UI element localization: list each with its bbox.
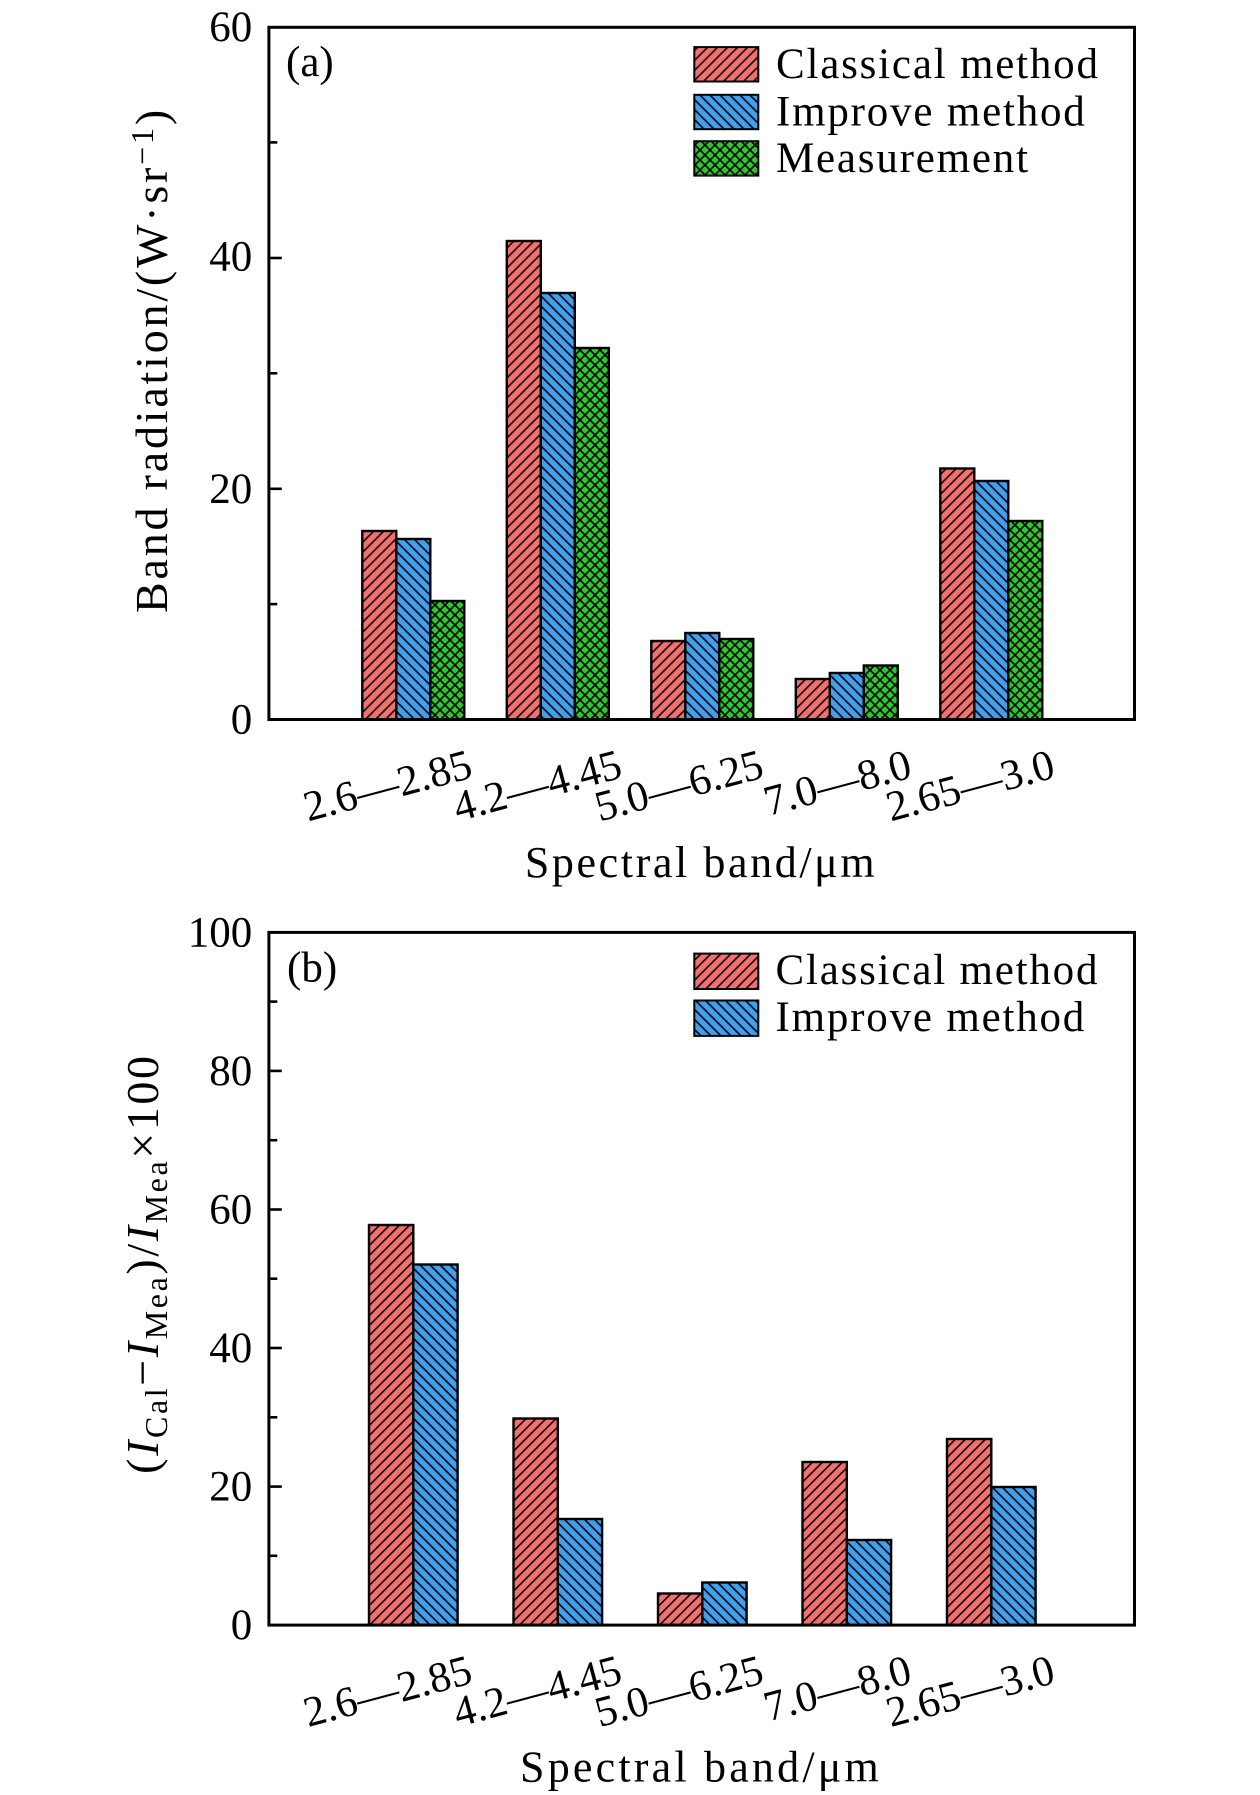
- svg-text:(a): (a): [286, 39, 334, 86]
- svg-text:2.65—3.0: 2.65—3.0: [881, 741, 1059, 831]
- svg-text:100: 100: [188, 909, 253, 956]
- svg-text:60: 60: [209, 1187, 252, 1234]
- svg-text:(b): (b): [287, 944, 337, 991]
- svg-text:Band radiation/(W·sr−1): Band radiation/(W·sr−1): [124, 107, 177, 613]
- svg-text:20: 20: [209, 466, 252, 513]
- svg-text:(ICal−IMea)/IMea×100: (ICal−IMea)/IMea×100: [117, 1053, 174, 1473]
- svg-text:Classical method: Classical method: [776, 41, 1100, 88]
- svg-text:80: 80: [209, 1048, 252, 1095]
- svg-text:40: 40: [209, 234, 252, 281]
- svg-text:Improve method: Improve method: [776, 994, 1087, 1041]
- svg-text:0: 0: [231, 1602, 253, 1649]
- svg-text:60: 60: [209, 4, 252, 51]
- svg-text:Classical method: Classical method: [776, 947, 1100, 994]
- svg-text:20: 20: [209, 1464, 252, 1511]
- svg-text:0: 0: [231, 697, 253, 744]
- svg-text:Spectral band/μm: Spectral band/μm: [520, 1742, 882, 1791]
- svg-text:40: 40: [209, 1325, 252, 1372]
- svg-text:Measurement: Measurement: [776, 135, 1030, 182]
- svg-text:Improve method: Improve method: [776, 88, 1087, 135]
- svg-text:2.65—3.0: 2.65—3.0: [881, 1647, 1059, 1737]
- svg-text:Spectral band/μm: Spectral band/μm: [525, 838, 877, 887]
